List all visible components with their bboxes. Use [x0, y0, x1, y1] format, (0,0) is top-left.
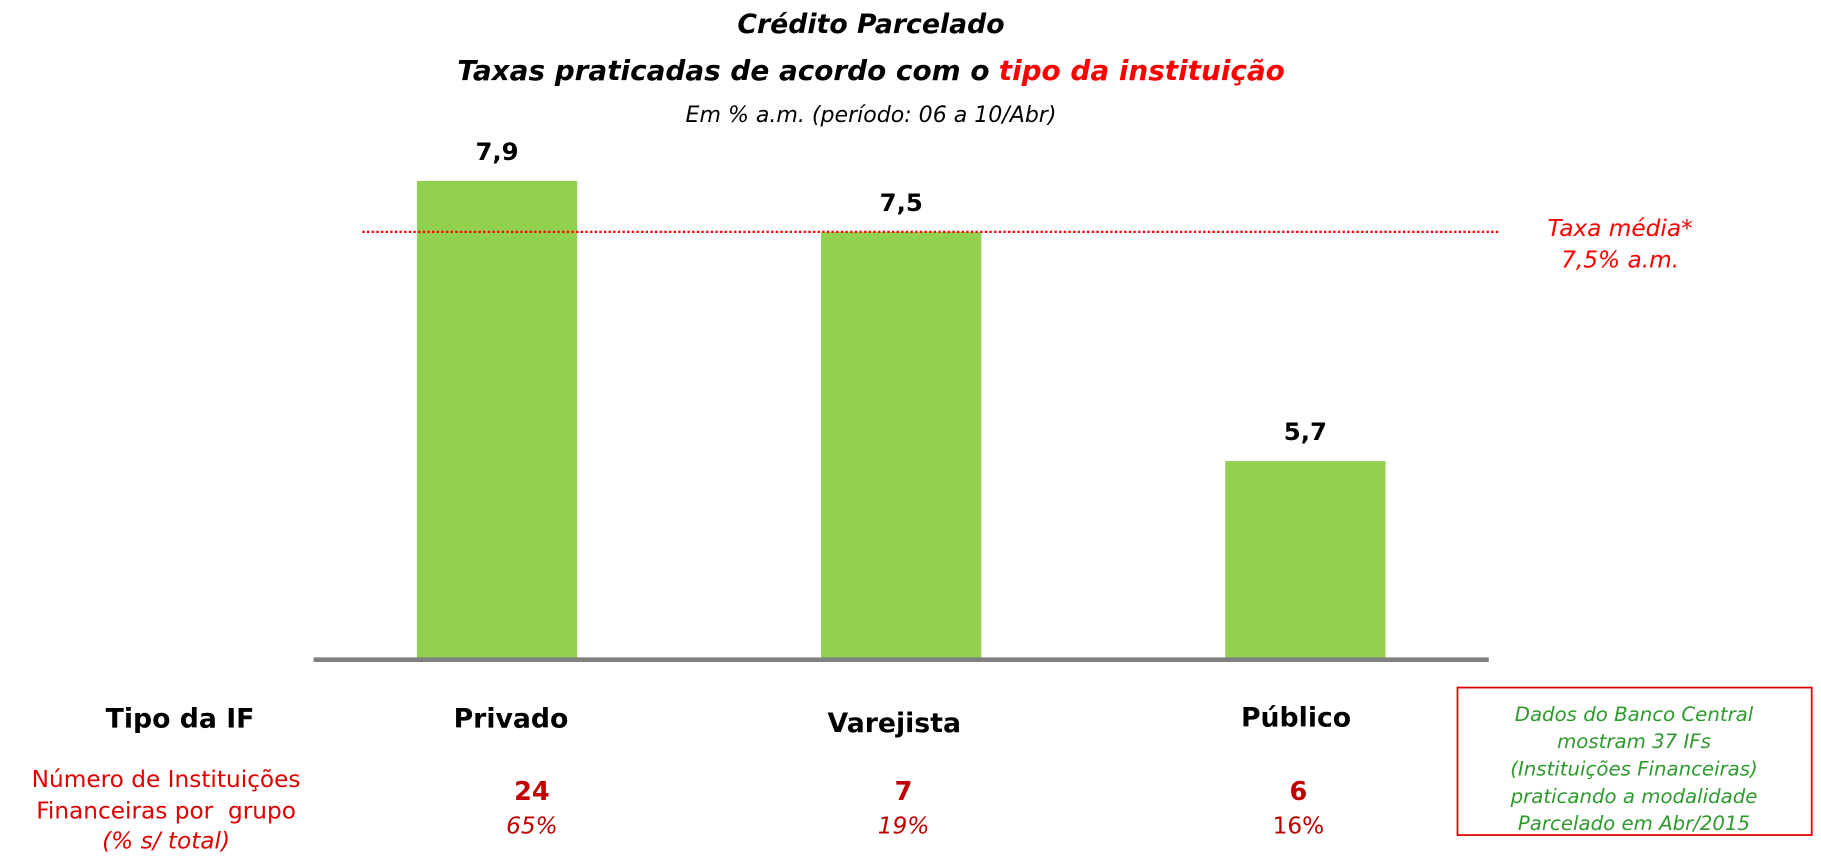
chart-subtitle: Taxas praticadas de acordo com o tipo da … — [457, 54, 1285, 87]
subtitle-part: tipo da instituição — [999, 54, 1285, 87]
note-line: praticando a modalidade — [1510, 785, 1758, 808]
category-label: Público — [1241, 702, 1351, 733]
count-header: Número de Instituições — [32, 766, 301, 793]
count: 7 — [895, 777, 913, 807]
note-line: Dados do Banco Central — [1515, 703, 1754, 726]
count-header: (% s/ total) — [102, 828, 230, 855]
note-line: (Instituições Financeiras) — [1510, 758, 1757, 781]
value-label: 7,9 — [475, 137, 518, 166]
share: 16% — [1273, 812, 1325, 839]
note-line: mostram 37 IFs — [1557, 730, 1711, 753]
bar — [1225, 461, 1386, 660]
units-note: Em % a.m. (período: 06 a 10/Abr) — [686, 103, 1057, 128]
bar — [416, 180, 578, 660]
count-header: Financeiras por grupo — [36, 797, 296, 824]
chart-title: Crédito Parcelado — [737, 9, 1004, 40]
share: 19% — [878, 812, 930, 839]
note-line: Parcelado em Abr/2015 — [1518, 812, 1750, 835]
reference-label: 7,5% a.m. — [1561, 246, 1679, 273]
reference-label: Taxa média* — [1547, 215, 1692, 242]
share: 65% — [506, 812, 558, 839]
value-label: 7,5 — [880, 188, 923, 217]
row-header: Tipo da IF — [106, 704, 255, 735]
note-box — [1456, 686, 1813, 836]
subtitle-part: Taxas praticadas de acordo com o — [457, 54, 989, 87]
bar — [821, 231, 982, 660]
count: 6 — [1290, 777, 1308, 807]
count: 24 — [514, 777, 550, 807]
value-label: 5,7 — [1284, 417, 1327, 446]
category-label: Privado — [454, 704, 569, 735]
category-label: Varejista — [827, 708, 961, 739]
